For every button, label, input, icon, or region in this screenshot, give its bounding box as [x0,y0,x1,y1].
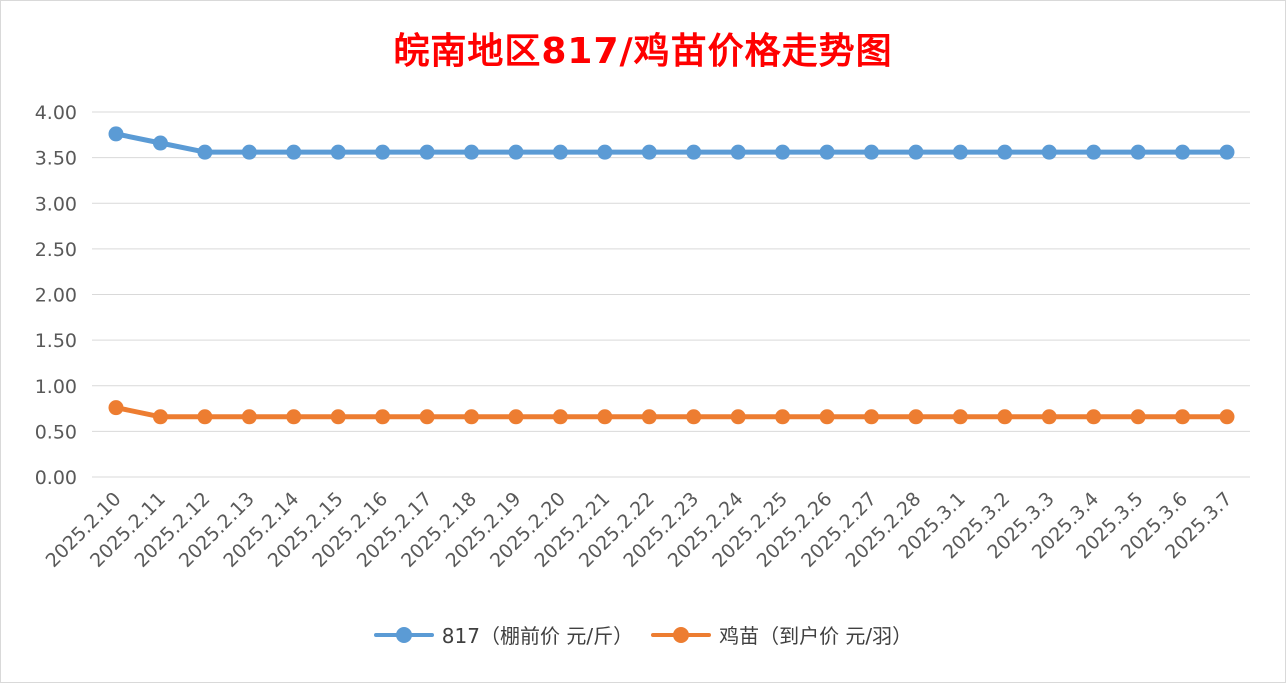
data-point-s0-7 [419,144,435,160]
series-line-1 [113,405,1230,420]
data-point-s1-5 [330,409,346,425]
data-point-s1-2 [197,409,213,425]
data-point-s0-22 [1086,144,1102,160]
chart-title: 皖南地区817/鸡苗价格走势图 [393,31,893,72]
legend-item-817: 817（棚前价 元/斤） [373,620,634,649]
data-point-s1-16 [819,409,835,425]
y-tick-label: 1.50 [35,330,77,352]
data-point-s0-16 [819,144,835,160]
legend-marker-chick [673,626,690,643]
gridlines [92,111,1250,478]
data-point-s1-21 [1041,409,1057,425]
legend-label-chick: 鸡苗（到户价 元/羽） [719,624,913,648]
y-tick-label: 0.00 [35,467,77,489]
y-tick-label: 0.50 [35,421,77,443]
data-point-s0-6 [375,144,391,160]
data-point-s0-18 [908,144,924,160]
data-point-s1-23 [1130,409,1146,425]
data-point-s0-19 [952,144,968,160]
data-point-s1-25 [1219,409,1235,425]
y-tick-label: 4.00 [35,102,77,124]
data-point-s0-11 [597,144,613,160]
series-line-0 [113,131,1230,155]
data-point-s1-20 [997,409,1013,425]
data-point-s1-9 [508,409,524,425]
data-point-s1-1 [152,409,168,425]
data-point-s1-10 [552,409,568,425]
data-point-s0-14 [730,144,746,160]
data-point-s0-4 [286,144,302,160]
data-point-s0-5 [330,144,346,160]
series-points [108,126,1235,425]
data-point-s0-25 [1219,144,1235,160]
legend-swatch-chick [651,625,712,645]
data-point-s1-13 [686,409,702,425]
x-axis-tick-labels: 2025.2.102025.2.112025.2.122025.2.132025… [42,488,1237,572]
legend-swatch-817 [373,625,434,645]
data-point-s0-13 [686,144,702,160]
data-point-s0-24 [1175,144,1191,160]
y-tick-label: 1.00 [35,376,77,398]
data-point-s0-2 [197,144,213,160]
series-lines [113,131,1230,420]
data-point-s0-9 [508,144,524,160]
data-point-s0-20 [997,144,1013,160]
data-point-s1-24 [1175,409,1191,425]
data-point-s1-11 [597,409,613,425]
data-point-s1-8 [464,409,480,425]
data-point-s0-0 [108,126,124,142]
data-point-s1-6 [375,409,391,425]
data-point-s1-22 [1086,409,1102,425]
y-tick-label: 3.00 [35,193,77,215]
data-point-s0-17 [863,144,879,160]
data-point-s1-17 [863,409,879,425]
data-point-s0-23 [1130,144,1146,160]
y-tick-label: 2.00 [35,285,77,307]
chart-legend: 817（棚前价 元/斤） 鸡苗（到户价 元/羽） [0,620,1286,649]
data-point-s0-21 [1041,144,1057,160]
data-point-s1-12 [641,409,657,425]
data-point-s0-1 [152,135,168,151]
data-point-s0-8 [464,144,480,160]
data-point-s1-0 [108,400,124,416]
data-point-s1-3 [241,409,257,425]
legend-label-817: 817（棚前价 元/斤） [441,624,634,648]
y-tick-label: 2.50 [35,239,77,261]
data-point-s1-14 [730,409,746,425]
legend-marker-817 [395,626,412,643]
y-tick-label: 3.50 [35,148,77,170]
data-point-s0-10 [552,144,568,160]
data-point-s0-15 [775,144,791,160]
data-point-s1-19 [952,409,968,425]
data-point-s0-3 [241,144,257,160]
data-point-s1-18 [908,409,924,425]
legend-item-chick: 鸡苗（到户价 元/羽） [651,620,912,649]
data-point-s1-4 [286,409,302,425]
data-point-s1-15 [775,409,791,425]
data-point-s0-12 [641,144,657,160]
y-axis-tick-labels: 0.00 0.50 1.00 1.50 2.00 2.50 3.00 3.50 4.00 [35,102,77,489]
data-point-s1-7 [419,409,435,425]
